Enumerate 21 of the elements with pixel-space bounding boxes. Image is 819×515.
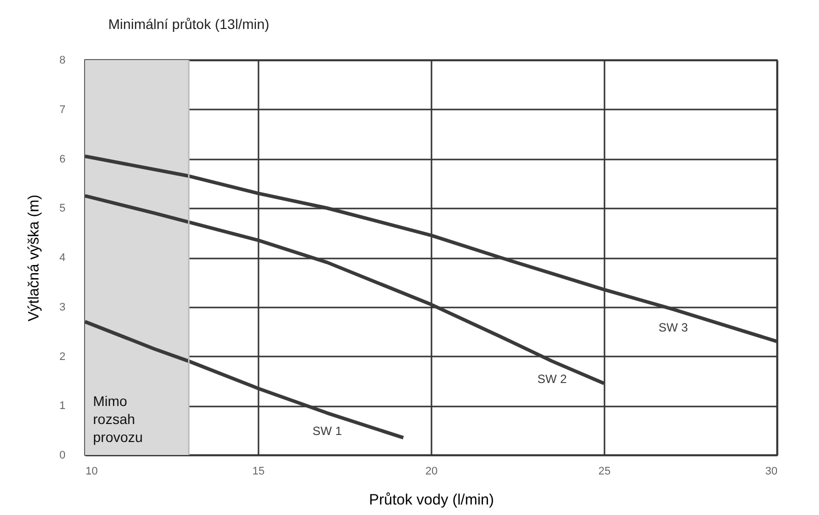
y-tick-label: 4 [59,252,66,264]
y-tick-label: 2 [59,350,66,363]
ref-line-label: Minimální průtok (13l/min) [108,16,270,32]
y-tick-label: 0 [59,450,66,462]
band-label: Mimo rozsah provozu [93,393,143,445]
y-tick-label: 5 [59,202,66,215]
y-tick-label: 8 [59,54,66,66]
series-label: SW 1 [312,424,342,438]
y-tick-label: 1 [59,400,66,412]
series-label: SW 3 [658,320,688,334]
x-tick-label: 30 [765,466,778,478]
y-tick-label: 3 [59,301,66,314]
x-tick-label: 25 [598,466,611,478]
y-tick-label: 6 [59,153,66,166]
x-tick-label: 15 [252,466,265,478]
x-axis-title: Průtok vody (l/min) [368,492,494,508]
y-tick-label: 7 [59,104,66,116]
x-tick-label: 20 [425,466,438,478]
y-axis-title: Výtlačná výška (m) [25,194,42,322]
series-label: SW 2 [537,372,568,386]
x-tick-label: 10 [86,466,98,478]
